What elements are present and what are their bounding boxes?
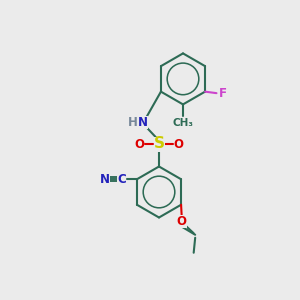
Text: N: N — [100, 173, 110, 186]
Text: S: S — [154, 136, 164, 152]
Text: CH₃: CH₃ — [172, 118, 194, 128]
Text: O: O — [134, 137, 145, 151]
Text: N: N — [137, 116, 148, 129]
Text: O: O — [177, 215, 187, 228]
Text: O: O — [173, 137, 184, 151]
Text: C: C — [117, 173, 126, 186]
Text: H: H — [128, 116, 138, 129]
Text: F: F — [218, 87, 226, 100]
